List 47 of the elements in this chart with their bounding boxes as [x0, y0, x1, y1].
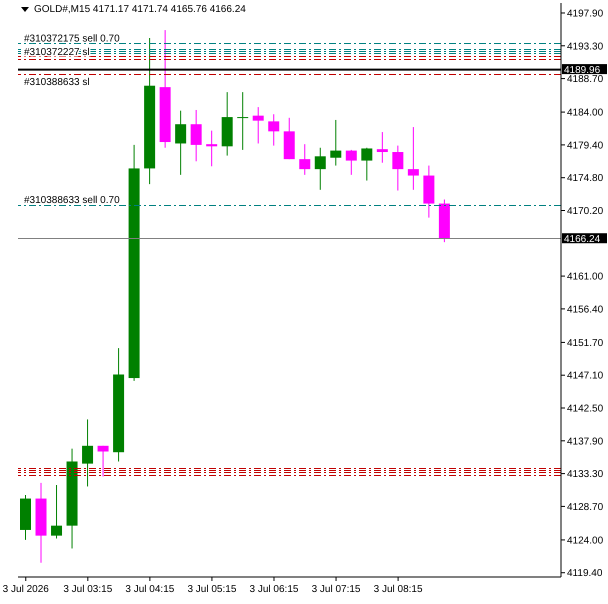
ref-line-label: 4189.96	[564, 65, 601, 76]
candlestick	[82, 418, 94, 487]
candlestick	[175, 110, 186, 176]
y-tick-label: 4174.80	[567, 173, 604, 184]
y-tick-label: 4188.70	[567, 74, 604, 86]
candlestick	[361, 147, 372, 182]
x-tick-label: 3 Jul 04:15	[125, 584, 175, 595]
candlestick	[346, 149, 357, 176]
y-tick-label: 4161.00	[567, 272, 604, 283]
y-tick-label: 4193.30	[567, 41, 604, 52]
candlestick	[98, 445, 109, 477]
candlestick	[330, 119, 342, 166]
x-tick-label: 3 Jul 03:15	[63, 584, 113, 595]
y-tick-label: 4147.10	[567, 370, 604, 382]
x-tick-label: 3 Jul 05:15	[187, 584, 237, 595]
candlestick	[237, 92, 248, 150]
candlestick	[376, 132, 388, 164]
ref-line-label: #310372175 sell 0.70	[24, 33, 120, 44]
candlestick	[299, 144, 310, 176]
ref-line-label: #310388633 sl	[24, 76, 90, 88]
candlestick	[206, 130, 218, 167]
y-tick-label: 4184.00	[567, 108, 604, 119]
chart-title: GOLD#,M15 4171.17 4171.74 4165.76 4166.24	[34, 4, 246, 15]
y-tick-label: 4124.00	[567, 535, 604, 546]
candlestick	[268, 114, 280, 146]
ref-line-label: #310388633 sell 0.70	[24, 195, 120, 206]
y-tick-label: 4128.70	[567, 502, 604, 513]
x-tick-label: 3 Jul 2026	[2, 584, 50, 595]
candlestick	[190, 109, 202, 162]
candlestick	[314, 147, 326, 190]
y-tick-label: 4197.90	[567, 8, 604, 20]
candlestick	[408, 126, 419, 190]
y-tick-label: 4119.40	[567, 568, 603, 580]
x-tick-label: 3 Jul 08:15	[374, 584, 423, 595]
y-tick-label: 4133.30	[567, 469, 604, 480]
y-tick-label: 4151.70	[567, 338, 604, 349]
y-tick-label: 4156.40	[567, 304, 604, 316]
y-tick-label: 4179.40	[567, 140, 604, 152]
candlestick	[252, 106, 264, 144]
x-tick-label: 3 Jul 07:15	[312, 584, 361, 595]
ref-line-label: 4166.24	[564, 234, 601, 246]
x-tick-label: 3 Jul 06:15	[250, 584, 299, 595]
y-tick-label: 4142.50	[567, 404, 604, 415]
candlestick	[392, 145, 404, 192]
y-tick-label: 4137.90	[567, 436, 604, 448]
candlestick	[51, 484, 62, 539]
y-tick-label: 4170.20	[567, 206, 604, 217]
